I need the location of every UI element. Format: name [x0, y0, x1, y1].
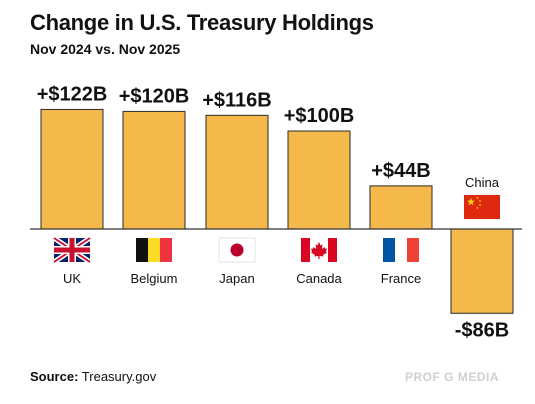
belgium-flag — [136, 238, 172, 262]
category-label-belgium: Belgium — [131, 271, 178, 286]
bar-canada — [287, 130, 351, 230]
bar-uk — [40, 108, 104, 230]
category-label-japan: Japan — [219, 271, 254, 286]
category-label-uk: UK — [63, 271, 81, 286]
brand-watermark: PROF G MEDIA — [404, 370, 499, 384]
value-label-canada: +$100B — [284, 105, 355, 127]
source-label: Source: — [30, 369, 79, 384]
bar-china — [450, 228, 514, 314]
value-label-belgium: +$120B — [119, 85, 190, 107]
china-flag — [464, 195, 500, 219]
canada-flag — [301, 238, 337, 262]
france-flag — [383, 238, 419, 262]
category-label-canada: Canada — [296, 271, 342, 286]
category-label-france: France — [381, 271, 421, 286]
bar-belgium — [122, 110, 186, 230]
category-label-china: China — [465, 175, 500, 190]
bar-france — [369, 185, 433, 230]
value-label-china: -$86B — [455, 319, 509, 341]
source-value: Treasury.gov — [81, 369, 157, 384]
value-label-france: +$44B — [371, 160, 431, 182]
value-label-uk: +$122B — [37, 83, 108, 105]
bar-japan — [205, 114, 269, 230]
japan-flag — [218, 237, 256, 263]
chart-title: Change in U.S. Treasury Holdings — [30, 10, 374, 35]
chart-subtitle: Nov 2024 vs. Nov 2025 — [30, 41, 181, 57]
value-label-japan: +$116B — [202, 89, 272, 111]
uk-flag — [52, 235, 92, 265]
source-note: Source: Treasury.gov — [30, 369, 156, 384]
